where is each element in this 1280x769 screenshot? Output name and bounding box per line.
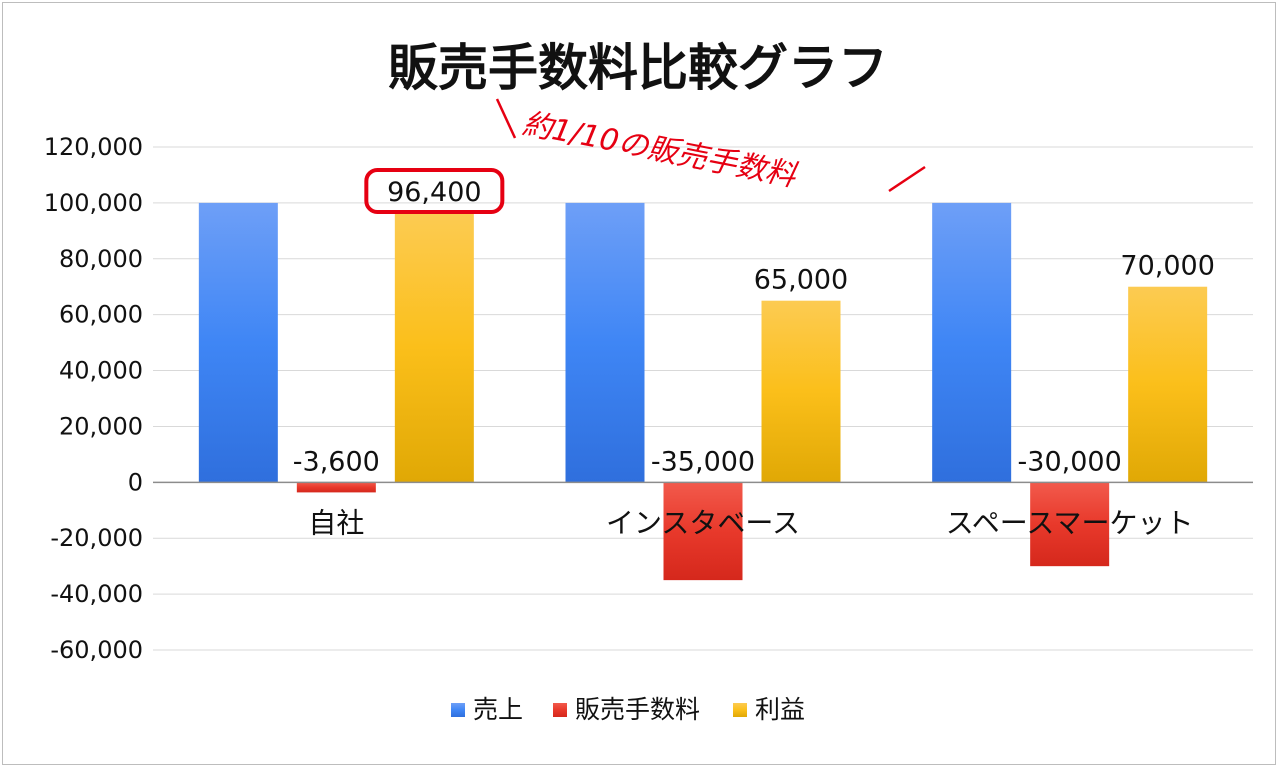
annotation-text: 約1/10の販売手数料 <box>519 106 800 194</box>
category-label: スペースマーケット <box>946 506 1194 539</box>
y-tick-label: -20,000 <box>50 524 143 552</box>
annotation-slash-right <box>888 165 926 193</box>
data-labels: -3,600 96,400 -35,000 65,000 -30,000 70,000 <box>293 167 1215 477</box>
legend-swatch <box>451 703 465 717</box>
category-label: インスタベース <box>606 506 800 539</box>
bar-0-0 <box>198 202 278 483</box>
data-label: 70,000 <box>1120 251 1214 282</box>
legend-swatch <box>553 703 567 717</box>
legend-label: 販売手数料 <box>575 695 700 724</box>
data-label: -30,000 <box>1018 446 1122 477</box>
y-tick-label: 20,000 <box>59 412 143 440</box>
axes: 120,000 100,000 80,000 60,000 40,000 20,000 0 -… <box>44 133 1253 664</box>
legend: 売上 販売手数料 利益 <box>451 695 805 724</box>
bar-1-0 <box>296 482 376 493</box>
bar-1-2 <box>1030 482 1110 567</box>
annotation-slash-left <box>495 98 517 139</box>
gridlines <box>153 146 1253 651</box>
legend-label: 利益 <box>755 695 805 724</box>
bar-2-1 <box>761 300 841 483</box>
category-label: 自社 <box>308 506 364 539</box>
bars <box>198 202 1208 581</box>
y-tick-label: -40,000 <box>50 580 143 608</box>
y-tick-label: 100,000 <box>44 189 143 217</box>
legend-label: 売上 <box>473 695 523 724</box>
highlight-box <box>364 167 505 214</box>
y-tick-label: 120,000 <box>44 133 143 161</box>
bar-0-1 <box>565 202 645 483</box>
data-label: 96,400 <box>387 177 481 208</box>
y-tick-label: 0 <box>128 468 143 496</box>
y-tick-label: 40,000 <box>59 357 143 385</box>
data-label: -3,600 <box>293 446 380 477</box>
data-label: -35,000 <box>651 446 755 477</box>
y-tick-label: -60,000 <box>50 636 143 664</box>
bar-1-1 <box>663 482 743 581</box>
y-tick-label: 60,000 <box>59 301 143 329</box>
bar-2-2 <box>1128 286 1208 483</box>
chart-svg: -3,600 96,400 -35,000 65,000 -30,000 70,000 1… <box>44 39 1253 724</box>
bar-0-2 <box>932 202 1012 483</box>
chart-title: 販売手数料比較グラフ <box>388 39 888 97</box>
data-label: 65,000 <box>754 265 848 296</box>
legend-swatch <box>733 703 747 717</box>
bar-2-0 <box>394 212 474 483</box>
y-tick-label: 80,000 <box>59 245 143 273</box>
